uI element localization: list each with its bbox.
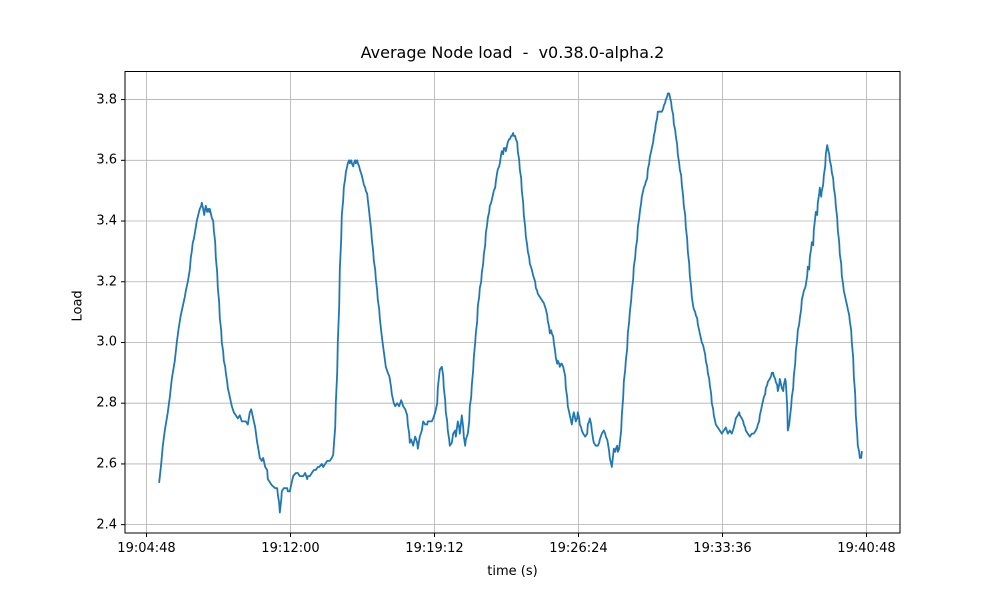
y-tick-label: 3.2 — [96, 274, 117, 290]
y-tick-label: 2.8 — [96, 395, 117, 411]
load-series-line — [158, 92, 863, 514]
x-tick-label: 19:04:48 — [117, 541, 176, 556]
y-tick-label: 3.0 — [96, 334, 117, 350]
y-tick-label: 2.4 — [96, 517, 117, 533]
y-axis-label: Load — [70, 290, 86, 322]
x-tick-label: 19:26:24 — [549, 541, 608, 556]
y-tick-label: 3.4 — [96, 213, 117, 229]
chart-title: Average Node load - v0.38.0-alpha.2 — [360, 43, 665, 62]
y-tick-label: 3.6 — [96, 152, 117, 168]
plot-border — [124, 71, 901, 534]
y-tick-label: 2.6 — [96, 456, 117, 472]
x-tick-label: 19:40:48 — [837, 541, 896, 556]
x-axis-label: time (s) — [487, 564, 538, 579]
x-tick-label: 19:12:00 — [261, 541, 320, 556]
x-tick-label: 19:33:36 — [693, 541, 752, 556]
y-tick-label: 3.8 — [96, 92, 117, 108]
x-tick-label: 19:19:12 — [405, 541, 464, 556]
